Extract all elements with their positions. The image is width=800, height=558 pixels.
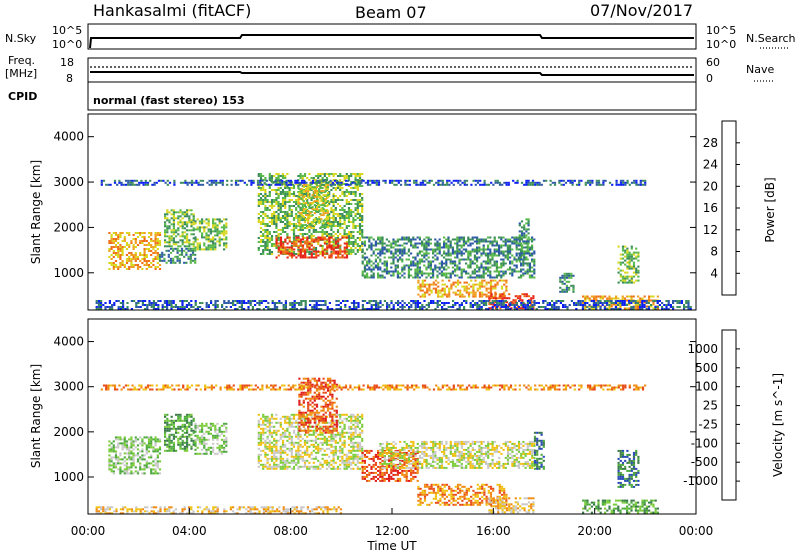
nave-label: Nave [746, 63, 774, 76]
velocity-colorbar-tick-label: -25 [698, 417, 718, 431]
power-data-layer [96, 173, 692, 310]
velocity-colorbar-frame [722, 330, 736, 500]
velocity-colorbar-label: Velocity [m s^-1] [771, 373, 785, 477]
velocity-echo-region [534, 432, 545, 470]
power-colorbar-tick-label: 20 [703, 179, 718, 193]
power-ytick-label: 4000 [53, 130, 84, 144]
power-colorbar-label: Power [dB] [763, 177, 777, 242]
time-tick-label: 08:00 [273, 524, 308, 538]
cpid-label: CPID [8, 90, 37, 103]
time-tick-label: 00:00 [71, 524, 106, 538]
cpid-panel: CPID normal (fast stereo) 153 [8, 82, 696, 110]
power-echo-region [96, 300, 692, 310]
power-echo-region [417, 280, 507, 298]
power-echo-region [194, 218, 227, 250]
velocity-colorbar-tick-label: -1000 [683, 474, 718, 488]
velocity-ylabel: Slant Range [km] [29, 364, 43, 468]
velocity-data-layer [96, 378, 659, 515]
sky-right-bottom-tick: 10^0 [706, 38, 736, 51]
power-panel: 1000 2000 3000 4000 Slant Range [km] 4 8 12 16… [29, 114, 777, 310]
velocity-ytick-label: 1000 [53, 470, 84, 484]
velocity-echo-region [194, 423, 227, 455]
cpid-mode-text: normal (fast stereo) 153 [93, 94, 245, 107]
freq-right-bottom-tick: 0 [706, 72, 713, 85]
power-ytick-label: 1000 [53, 266, 84, 280]
time-axis: 00:00 04:00 08:00 12:00 16:00 20:00 00:00 [71, 508, 714, 538]
power-colorbar-tick-label: 4 [710, 266, 718, 280]
power-colorbar-tick-label: 8 [710, 245, 718, 259]
velocity-ytick-label: 2000 [53, 425, 84, 439]
date-title: 07/Nov/2017 [590, 1, 693, 20]
time-tick-label: 00:00 [679, 524, 714, 538]
power-echo-region [618, 246, 640, 284]
velocity-colorbar-tick-label: 500 [695, 361, 718, 375]
sky-label: N.Sky [5, 32, 37, 45]
velocity-echo-region [488, 497, 534, 513]
power-echo-region [519, 218, 530, 264]
time-tick-label: 04:00 [172, 524, 207, 538]
sky-right-top-tick: 10^5 [706, 24, 736, 37]
power-colorbar-tick-label: 16 [703, 201, 718, 215]
power-colorbar-tick-label: 28 [703, 136, 718, 150]
power-echo-region [159, 248, 196, 264]
time-tick-label: 16:00 [476, 524, 511, 538]
velocity-colorbar: 1000 500 100 25 -25 -100 -500 -1000 [683, 330, 740, 500]
power-colorbar-tick-label: 12 [703, 223, 718, 237]
power-ytick-label: 2000 [53, 220, 84, 234]
sky-trace [90, 35, 694, 48]
power-echo-region [101, 180, 647, 186]
velocity-echo-region [618, 450, 640, 488]
beam-title: Beam 07 [355, 3, 427, 22]
freq-right-top-tick: 60 [706, 56, 720, 69]
velocity-colorbar-tick-label: 100 [695, 380, 718, 394]
sky-left-top-tick: 10^5 [52, 24, 82, 37]
sky-left-bottom-tick: 10^0 [52, 38, 82, 51]
velocity-ytick-label: 4000 [53, 335, 84, 349]
freq-label-1: Freq. [8, 54, 35, 67]
velocity-ytick-label: 3000 [53, 380, 84, 394]
power-echo-region [164, 209, 195, 247]
power-echo-region [108, 232, 161, 270]
power-colorbar: 4 8 12 16 20 24 28 [703, 121, 740, 295]
velocity-echo-region [164, 414, 195, 452]
time-tick-label: 20:00 [577, 524, 612, 538]
power-echo-region [276, 237, 349, 259]
freq-panel: Freq. [MHz] 18 8 60 0 Nave [5, 54, 775, 85]
power-echo-region [362, 237, 536, 279]
search-label: N.Search [746, 32, 796, 45]
power-colorbar-tick-label: 24 [703, 158, 718, 172]
velocity-echo-region [96, 506, 342, 514]
velocity-colorbar-tick-label: 1000 [687, 342, 718, 356]
velocity-panel: 1000 2000 3000 4000 Slant Range [km] 1000 50… [29, 319, 785, 514]
velocity-echo-region [108, 436, 161, 474]
station-title: Hankasalmi (fitACF) [93, 1, 251, 20]
time-tick-label: 12:00 [375, 524, 410, 538]
power-ytick-label: 3000 [53, 175, 84, 189]
velocity-colorbar-tick-label: -500 [691, 455, 718, 469]
power-echo-region [559, 273, 574, 293]
freq-trace [90, 72, 694, 75]
sky-panel: N.Sky 10^5 10^0 10^5 10^0 N.Search [5, 24, 796, 51]
time-axis-label: Time UT [366, 539, 417, 553]
velocity-colorbar-tick-label: 25 [703, 399, 718, 413]
power-colorbar-frame [722, 121, 736, 295]
velocity-colorbar-tick-label: -100 [691, 436, 718, 450]
velocity-echo-region [101, 385, 647, 391]
power-ylabel: Slant Range [km] [29, 160, 43, 264]
freq-left-top-tick: 18 [60, 56, 74, 69]
freq-label-2: [MHz] [5, 67, 37, 80]
velocity-echo-region [582, 500, 659, 514]
freq-left-bottom-tick: 8 [66, 72, 73, 85]
